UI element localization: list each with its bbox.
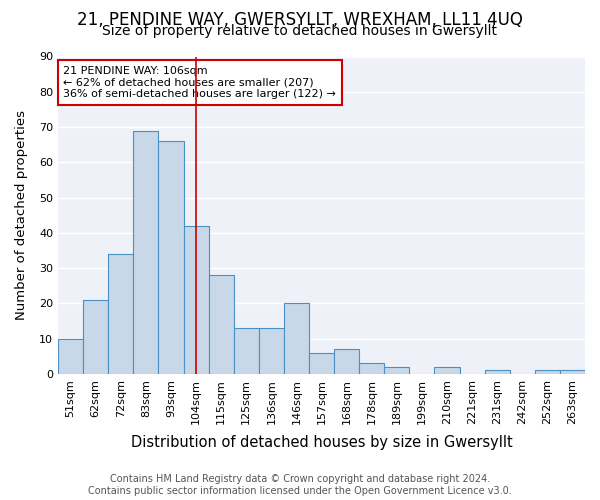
Bar xyxy=(384,367,409,374)
Bar xyxy=(58,338,83,374)
Bar xyxy=(108,254,133,374)
Bar xyxy=(284,304,309,374)
Bar xyxy=(209,275,234,374)
Bar xyxy=(434,367,460,374)
Bar xyxy=(334,349,359,374)
Y-axis label: Number of detached properties: Number of detached properties xyxy=(15,110,28,320)
Text: 21, PENDINE WAY, GWERSYLLT, WREXHAM, LL11 4UQ: 21, PENDINE WAY, GWERSYLLT, WREXHAM, LL1… xyxy=(77,11,523,29)
X-axis label: Distribution of detached houses by size in Gwersyllt: Distribution of detached houses by size … xyxy=(131,435,512,450)
Bar xyxy=(83,300,108,374)
Bar xyxy=(184,226,209,374)
Bar xyxy=(560,370,585,374)
Bar xyxy=(535,370,560,374)
Bar xyxy=(133,130,158,374)
Bar xyxy=(259,328,284,374)
Text: Contains HM Land Registry data © Crown copyright and database right 2024.
Contai: Contains HM Land Registry data © Crown c… xyxy=(88,474,512,496)
Bar xyxy=(359,364,384,374)
Bar xyxy=(158,141,184,374)
Bar xyxy=(309,352,334,374)
Text: Size of property relative to detached houses in Gwersyllt: Size of property relative to detached ho… xyxy=(103,24,497,38)
Text: 21 PENDINE WAY: 106sqm
← 62% of detached houses are smaller (207)
36% of semi-de: 21 PENDINE WAY: 106sqm ← 62% of detached… xyxy=(64,66,336,99)
Bar xyxy=(234,328,259,374)
Bar xyxy=(485,370,510,374)
